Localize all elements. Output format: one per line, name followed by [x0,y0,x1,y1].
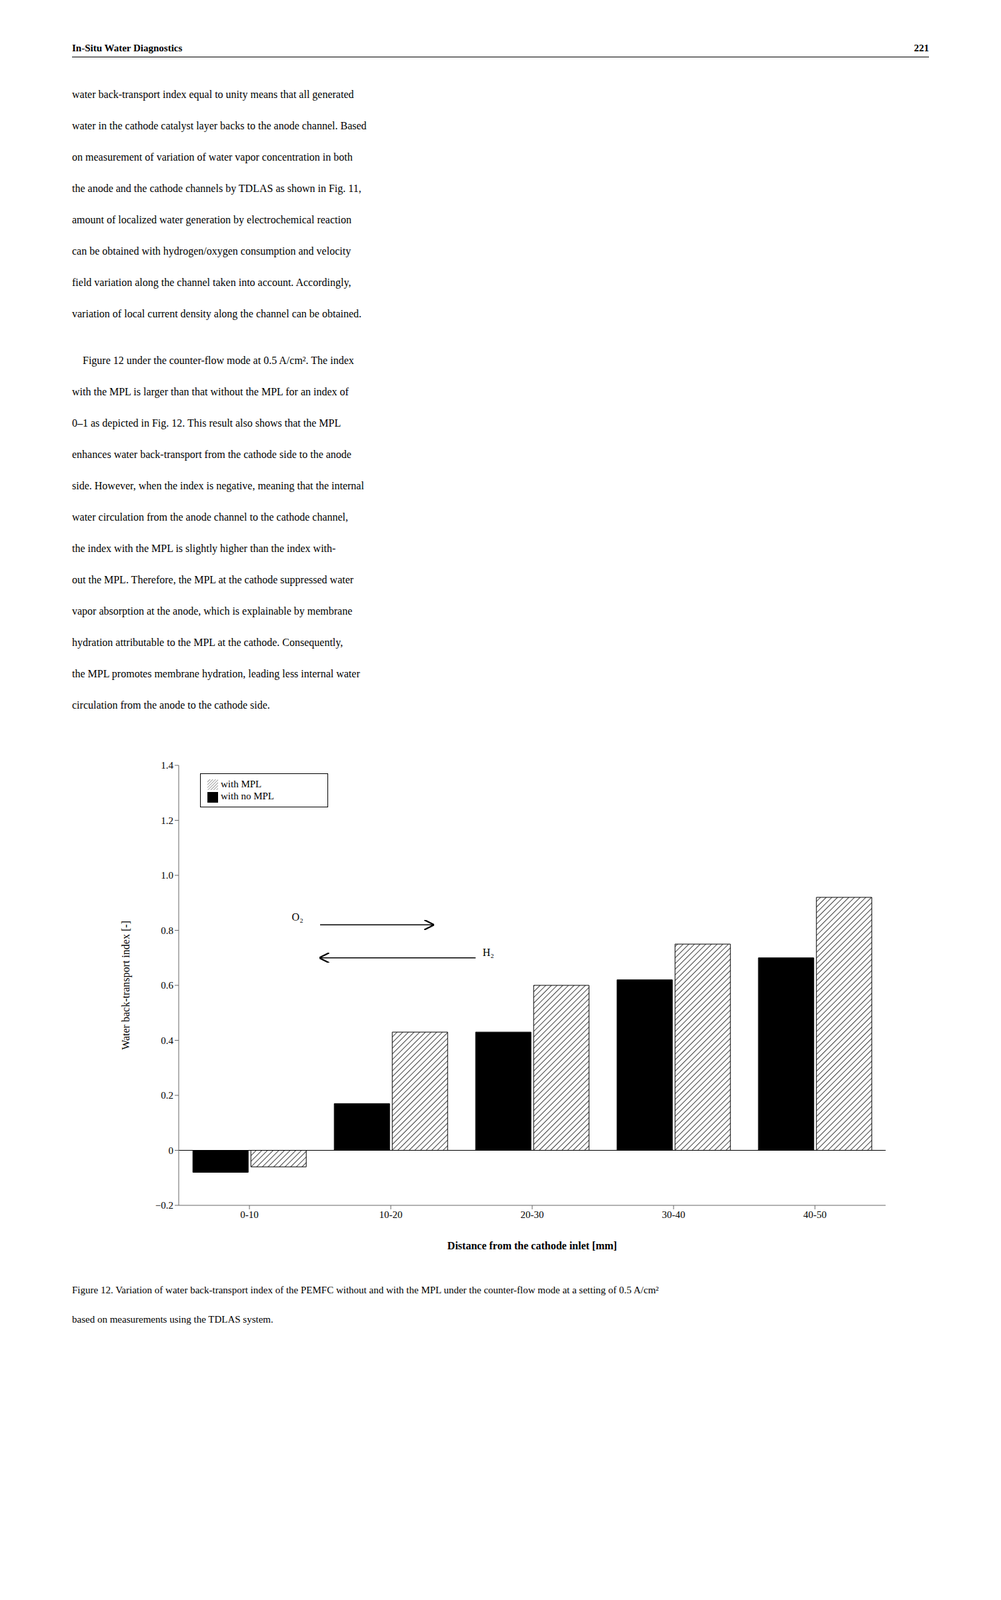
html-text:the index with the MPL is slig: the index with the MPL is slightly highe… [72,542,336,555]
svg-text:Water back-transport index [-]: Water back-transport index [-] [120,920,133,1051]
svg-text:40-50: 40-50 [803,1209,827,1221]
svg-text:10-20: 10-20 [379,1209,403,1221]
svg-text:1.2: 1.2 [160,815,174,827]
html-text:circulation from the anode to: circulation from the anode to the cathod… [72,699,270,711]
html-text:can be obtained with hydrogen/: can be obtained with hydrogen/oxygen con… [72,245,351,257]
html-text:enhances water back-transport: enhances water back-transport from the c… [72,448,352,461]
html-text:with no MPL: with no MPL [220,791,275,802]
svg-text:1.4: 1.4 [160,760,174,771]
svg-text:0.2: 0.2 [160,1090,174,1102]
html-text:the anode and the cathode chan: the anode and the cathode channels by TD… [72,182,362,195]
html-text:0–1 as depicted in Fig. 12. Th: 0–1 as depicted in Fig. 12. This result … [72,417,341,429]
svg-text:O₂: O₂ [292,911,304,923]
html-text:221: 221 [913,42,929,54]
html-text:side. However, when the index: side. However, when the index is negativ… [72,480,365,492]
html-text:water in the cathode catalyst: water in the cathode catalyst layer back… [72,120,367,132]
html-text:In-Situ Water Diagnostics: In-Situ Water Diagnostics [72,42,183,54]
html-text:water back-transport index equ: water back-transport index equal to unit… [72,88,354,101]
svg-text:30-40: 30-40 [662,1209,686,1221]
html-text:hydration attributable to the: hydration attributable to the MPL at the… [72,636,343,649]
html-text:variation of local current den: variation of local current density along… [72,308,362,320]
html-text:vapor absorption at the anode,: vapor absorption at the anode, which is … [72,605,353,617]
html-text:with MPL: with MPL [220,778,262,790]
svg-text:Distance from the cathode inle: Distance from the cathode inlet [mm] [447,1240,617,1252]
html-text:Figure 12 under the counter-fl: Figure 12 under the counter-flow mode at… [72,354,354,367]
html-text:amount of localized water gene: amount of localized water generation by … [72,214,352,226]
html-text:the MPL promotes membrane hydr: the MPL promotes membrane hydration, lea… [72,668,360,680]
svg-text:−0.2: −0.2 [155,1200,174,1212]
svg-text:H₂: H₂ [482,946,495,959]
html-text:field variation along the chan: field variation along the channel taken … [72,276,352,289]
html-text:water circulation from the ano: water circulation from the anode channel… [72,511,349,523]
svg-text:0-10: 0-10 [240,1209,259,1221]
svg-text:0.4: 0.4 [160,1035,174,1047]
html-text:on measurement of variation of: on measurement of variation of water vap… [72,151,353,163]
svg-text:0.8: 0.8 [160,925,174,937]
svg-text:0.6: 0.6 [160,980,174,991]
html-text:with the MPL is larger than th: with the MPL is larger than that without… [72,386,349,398]
html-text:out the MPL. Therefore, the MP: out the MPL. Therefore, the MPL at the c… [72,574,354,586]
svg-text:0: 0 [168,1145,175,1157]
html-text:Figure 12. Variation of water: Figure 12. Variation of water back-trans… [72,1285,659,1326]
svg-text:20-30: 20-30 [520,1209,545,1221]
svg-text:1.0: 1.0 [160,870,174,881]
